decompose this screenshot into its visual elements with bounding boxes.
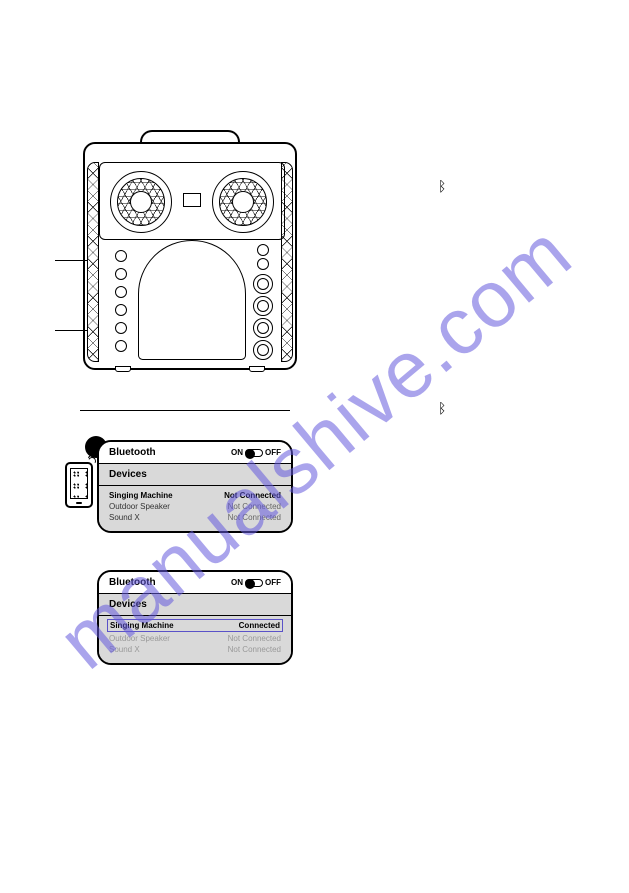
device-row[interactable]: Singing Machine Connected — [107, 619, 283, 632]
device-name: Singing Machine — [109, 491, 173, 500]
karaoke-device-diagram — [75, 130, 305, 370]
front-arch — [138, 240, 246, 360]
toggle-on-label: ON — [231, 448, 243, 457]
speaker-panel — [99, 162, 285, 240]
callout-line — [55, 330, 87, 331]
control-button — [115, 322, 127, 334]
diamond-pattern-left — [87, 162, 99, 362]
control-knob — [253, 318, 273, 338]
device-name: Outdoor Speaker — [109, 502, 170, 511]
bluetooth-panel-before: Bluetooth ON OFF Devices Singing Machine… — [95, 440, 315, 533]
device-status: Connected — [239, 621, 280, 630]
toggle-track-icon — [245, 449, 263, 457]
device-status: Not Connected — [228, 513, 281, 522]
devices-label: Devices — [109, 469, 147, 480]
settings-panel: Bluetooth ON OFF Devices Singing Machine… — [97, 440, 293, 533]
control-button — [115, 250, 127, 262]
control-button — [257, 244, 269, 256]
control-button — [115, 286, 127, 298]
control-knob — [253, 274, 273, 294]
speaker-right — [212, 171, 274, 233]
control-button — [115, 304, 127, 316]
device-status: Not Connected — [228, 634, 281, 643]
device-row[interactable]: Sound X Not Connected — [109, 512, 281, 523]
control-button — [257, 258, 269, 270]
device-list: Singing Machine Connected Outdoor Speake… — [99, 616, 291, 663]
device-foot — [115, 366, 131, 372]
bluetooth-icon: ᛒ — [438, 178, 452, 192]
devices-header-row: Devices — [99, 594, 291, 616]
device-status: Not Connected — [224, 491, 281, 500]
speaker-left — [110, 171, 172, 233]
device-row[interactable]: Outdoor Speaker Not Connected — [109, 501, 281, 512]
device-body — [83, 142, 297, 370]
control-button — [115, 268, 127, 280]
device-name: Outdoor Speaker — [109, 634, 170, 643]
callout-line — [55, 260, 87, 261]
control-knob — [253, 340, 273, 360]
bluetooth-header-row: Bluetooth ON OFF — [99, 572, 291, 594]
bluetooth-panel-after: Bluetooth ON OFF Devices Singing Machine… — [95, 570, 315, 665]
device-list: Singing Machine Not Connected Outdoor Sp… — [99, 486, 291, 531]
device-display — [183, 193, 201, 207]
toggle-off-label: OFF — [265, 448, 281, 457]
control-area — [99, 244, 285, 356]
toggle-off-label: OFF — [265, 578, 281, 587]
device-row[interactable]: Outdoor Speaker Not Connected — [109, 633, 281, 644]
bluetooth-toggle[interactable]: ON OFF — [231, 578, 281, 587]
device-name: Singing Machine — [110, 621, 174, 630]
bluetooth-toggle[interactable]: ON OFF — [231, 448, 281, 457]
bluetooth-icon: ᛒ — [438, 400, 452, 414]
toggle-track-icon — [245, 579, 263, 587]
device-row[interactable]: Sound X Not Connected — [109, 644, 281, 655]
device-name: Sound X — [109, 645, 140, 654]
device-foot — [249, 366, 265, 372]
device-status: Not Connected — [228, 502, 281, 511]
control-button — [115, 340, 127, 352]
device-name: Sound X — [109, 513, 140, 522]
settings-panel: Bluetooth ON OFF Devices Singing Machine… — [97, 570, 293, 665]
bluetooth-label: Bluetooth — [109, 447, 156, 458]
bluetooth-header-row: Bluetooth ON OFF — [99, 442, 291, 464]
device-row[interactable]: Singing Machine Not Connected — [109, 490, 281, 501]
toggle-on-label: ON — [231, 578, 243, 587]
control-knob — [253, 296, 273, 316]
device-status: Not Connected — [228, 645, 281, 654]
devices-label: Devices — [109, 599, 147, 610]
phone-icon — [65, 462, 93, 508]
devices-header-row: Devices — [99, 464, 291, 486]
bluetooth-label: Bluetooth — [109, 577, 156, 588]
separator-line — [80, 410, 290, 411]
